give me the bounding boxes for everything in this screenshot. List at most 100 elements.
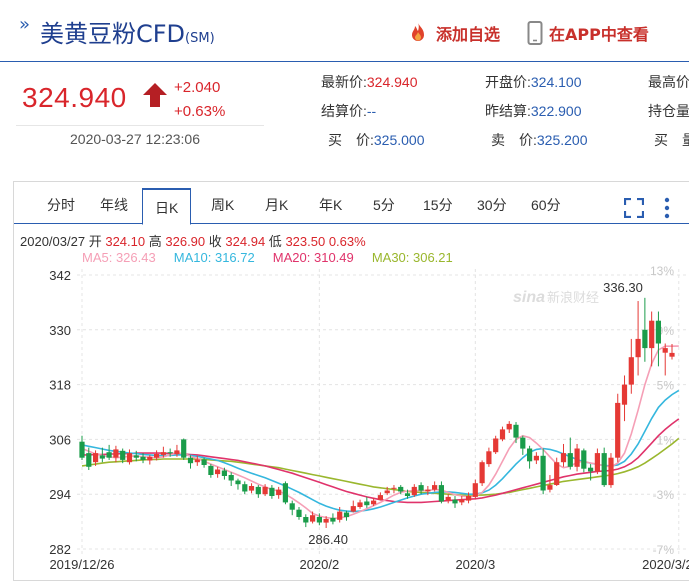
tab-intraday[interactable]: 分时 — [47, 197, 75, 213]
field-settle: 结算价:-- — [321, 103, 377, 119]
ma-legend: MA5: 326.43 MA10: 316.72 MA20: 310.49 MA… — [82, 250, 453, 265]
candle-body — [621, 384, 628, 405]
candle-body — [181, 439, 187, 458]
tab-15min[interactable]: 15分 — [423, 197, 453, 213]
candle-body — [642, 329, 648, 349]
double-arrow-icon: » — [19, 14, 31, 35]
x-tick-label: 2019/12/26 — [49, 557, 114, 572]
last-price: 324.940 — [22, 82, 127, 113]
watermark: sina 新浪财经 — [513, 289, 599, 306]
ohlc-close: 324.94 — [225, 234, 266, 249]
candle-body — [459, 499, 465, 503]
candle-body — [350, 506, 356, 512]
pct-tick-label: -3% — [653, 488, 675, 502]
add-favorite-label: 添加自选 — [436, 25, 501, 44]
ma20-label: MA20: 310.49 — [272, 250, 354, 265]
sina-logo: sina — [513, 289, 545, 306]
candle-body — [289, 503, 295, 510]
candle-body — [120, 450, 126, 460]
candle-body — [567, 453, 573, 467]
tab-year-line[interactable]: 年线 — [100, 197, 128, 213]
field-latest: 最新价:324.940 — [321, 74, 418, 90]
pct-tick-label: 9% — [657, 324, 675, 338]
candle-body — [79, 441, 85, 458]
candle-body — [330, 517, 336, 522]
candle-body — [662, 348, 668, 353]
candle-body — [235, 480, 241, 485]
candle-body — [615, 402, 621, 458]
candle-body — [126, 453, 133, 463]
candle-body — [486, 451, 492, 465]
period-tabs: 分时 年线 日K 周K 月K 年K 5分 15分 30分 60分 — [14, 188, 689, 225]
pct-tick-label: 1% — [657, 433, 675, 447]
candle-body — [303, 517, 309, 523]
y-tick-label: 342 — [49, 268, 71, 283]
candle-body — [255, 486, 261, 495]
candle-body — [418, 485, 424, 491]
candle-body — [452, 499, 458, 504]
x-tick-label: 2020/3/27 — [642, 557, 689, 572]
ma10-label: MA10: 316.72 — [173, 250, 255, 265]
more-menu-icon[interactable] — [663, 197, 671, 219]
fullscreen-icon[interactable] — [624, 198, 644, 218]
ohlc-low: 323.50 — [285, 234, 326, 249]
candle-body — [276, 489, 282, 496]
candle-body — [262, 486, 268, 495]
candle-body — [506, 423, 512, 430]
candle-body — [574, 448, 580, 467]
pct-tick-label: -7% — [653, 543, 675, 557]
candle-body — [140, 456, 146, 460]
candle-body — [160, 452, 166, 455]
kline-chart[interactable]: 342 13% 330 9% 318 5% 306 1% 294 -3% 282 -7% 2019/12… — [14, 182, 689, 576]
ohlc-open: 324.10 — [105, 234, 146, 249]
candle-body — [242, 484, 248, 492]
candle-body — [99, 455, 105, 459]
candle-body — [581, 450, 587, 469]
pct-tick-label: 5% — [657, 379, 675, 393]
candle-body — [425, 489, 431, 492]
candle-body — [133, 455, 139, 458]
field-bid-volume: 买 量 — [654, 132, 689, 148]
candle-body — [147, 456, 153, 461]
candle-body — [371, 500, 377, 505]
tab-daily-k[interactable]: 日K — [142, 188, 192, 225]
candle-body — [337, 511, 343, 520]
candle-body — [93, 453, 99, 463]
ma30-line — [81, 437, 680, 496]
up-arrow-icon — [143, 83, 167, 107]
price-change: +2.040 — [174, 79, 221, 96]
y-tick-label: 318 — [49, 378, 71, 393]
view-in-app-label: 在APP中查看 — [549, 25, 649, 44]
divider — [16, 125, 264, 126]
y-tick-label: 330 — [49, 323, 71, 338]
candle-body — [310, 515, 316, 522]
candle-body — [404, 493, 411, 496]
tab-30min[interactable]: 30分 — [477, 197, 507, 213]
candle-body — [384, 490, 390, 494]
field-ask: 卖 价:325.200 — [491, 132, 588, 148]
tab-weekly-k[interactable]: 周K — [211, 197, 235, 213]
candle-body — [174, 450, 180, 455]
candle-body — [228, 475, 234, 481]
tab-monthly-k[interactable]: 月K — [265, 197, 289, 213]
view-in-app-button[interactable]: 在APP中查看 — [527, 20, 649, 46]
candle-body — [248, 486, 255, 491]
candle-body — [282, 483, 288, 503]
field-prev-settle: 昨结算:322.900 — [485, 103, 582, 119]
candle-body — [187, 457, 194, 464]
candle-body — [391, 487, 397, 489]
tab-yearly-k[interactable]: 年K — [319, 197, 343, 213]
add-favorite-button[interactable]: 添加自选 — [406, 20, 500, 46]
ma20-line — [82, 418, 680, 504]
quote-timestamp: 2020-03-27 12:23:06 — [70, 131, 200, 147]
field-bid: 买 价:325.000 — [328, 132, 425, 148]
candle-body — [113, 449, 119, 458]
price-change-block: +2.040 +0.63% — [174, 76, 225, 124]
tab-60min[interactable]: 60分 — [531, 197, 561, 213]
pct-tick-label: 13% — [650, 264, 674, 278]
candle-body — [343, 512, 350, 518]
tab-5min[interactable]: 5分 — [373, 197, 395, 213]
flame-icon — [412, 23, 424, 41]
page-title: 美黄豆粉CFD(SM) — [40, 14, 215, 49]
candle-body — [628, 357, 634, 385]
